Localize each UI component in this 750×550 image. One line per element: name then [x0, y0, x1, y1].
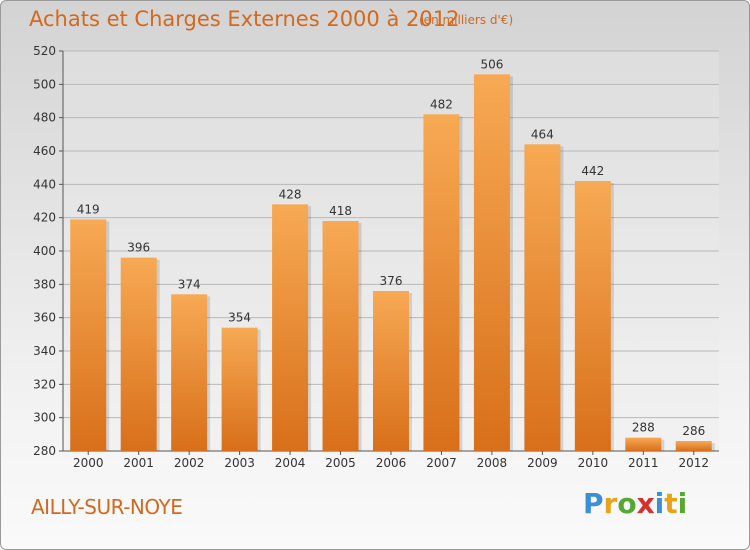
logo-letter: i: [677, 487, 688, 520]
bar: [524, 144, 561, 452]
y-tick-label: 380: [33, 277, 56, 291]
x-tick-label: 2012: [678, 456, 709, 470]
x-tick-label: 2005: [325, 456, 356, 470]
bar-value-label: 376: [380, 274, 403, 288]
logo-letter: r: [603, 487, 618, 520]
logo-letter: x: [636, 487, 655, 520]
chart-title: Achats et Charges Externes 2000 à 2012: [29, 7, 460, 31]
x-tick-label: 2000: [73, 456, 104, 470]
y-tick-label: 280: [33, 444, 56, 458]
x-tick-label: 2004: [275, 456, 306, 470]
bar: [574, 181, 611, 451]
x-tick-label: 2001: [123, 456, 154, 470]
proxiti-logo[interactable]: Proxiti: [583, 487, 687, 520]
x-tick-label: 2006: [376, 456, 407, 470]
bar-value-label: 396: [127, 241, 150, 255]
bar-value-label: 418: [329, 204, 352, 218]
bar-value-label: 464: [531, 127, 554, 141]
x-tick-label: 2008: [477, 456, 508, 470]
bar: [473, 74, 510, 451]
bar: [70, 219, 107, 451]
bar: [272, 204, 309, 451]
bar-value-label: 482: [430, 97, 453, 111]
bar-value-label: 354: [228, 311, 251, 325]
y-tick-label: 300: [33, 411, 56, 425]
y-tick-label: 420: [33, 211, 56, 225]
y-tick-label: 360: [33, 311, 56, 325]
x-tick-label: 2010: [578, 456, 609, 470]
commune-name: AILLY-SUR-NOYE: [31, 495, 183, 519]
x-tick-label: 2003: [224, 456, 255, 470]
plot-area: 280 300 320 340 360 380 400 420 440 460 480 500 520 4…: [33, 44, 719, 470]
y-tick-label: 440: [33, 177, 56, 191]
bar: [171, 294, 208, 451]
bar: [120, 257, 157, 451]
logo-letter: i: [654, 487, 665, 520]
x-tick-label: 2002: [174, 456, 205, 470]
logo-letter: P: [583, 487, 604, 520]
bar: [625, 437, 662, 451]
logo-letter: o: [617, 487, 637, 520]
bar-value-label: 506: [480, 57, 503, 71]
bar-value-label: 286: [682, 424, 705, 438]
bar-value-label: 288: [632, 421, 655, 435]
bar-value-label: 374: [178, 277, 201, 291]
y-tick-label: 500: [33, 77, 56, 91]
x-tick-label: 2007: [426, 456, 457, 470]
bar: [373, 291, 409, 451]
x-tick-label: 2011: [628, 456, 659, 470]
bar: [423, 114, 460, 451]
x-tick-label: 2009: [527, 456, 558, 470]
bar: [221, 327, 258, 451]
bar: [675, 441, 712, 451]
y-tick-label: 520: [33, 44, 56, 58]
bar-value-label: 442: [581, 164, 604, 178]
bar-value-label: 428: [279, 187, 302, 201]
logo-letter: t: [664, 487, 678, 520]
bar: [322, 221, 359, 451]
y-tick-label: 460: [33, 144, 56, 158]
y-tick-label: 320: [33, 377, 56, 391]
chart-subtitle: (en milliers d'€): [419, 13, 514, 27]
y-tick-label: 340: [33, 344, 56, 358]
y-tick-label: 480: [33, 111, 56, 125]
bar-value-label: 419: [77, 202, 100, 216]
y-tick-label: 400: [33, 244, 56, 258]
